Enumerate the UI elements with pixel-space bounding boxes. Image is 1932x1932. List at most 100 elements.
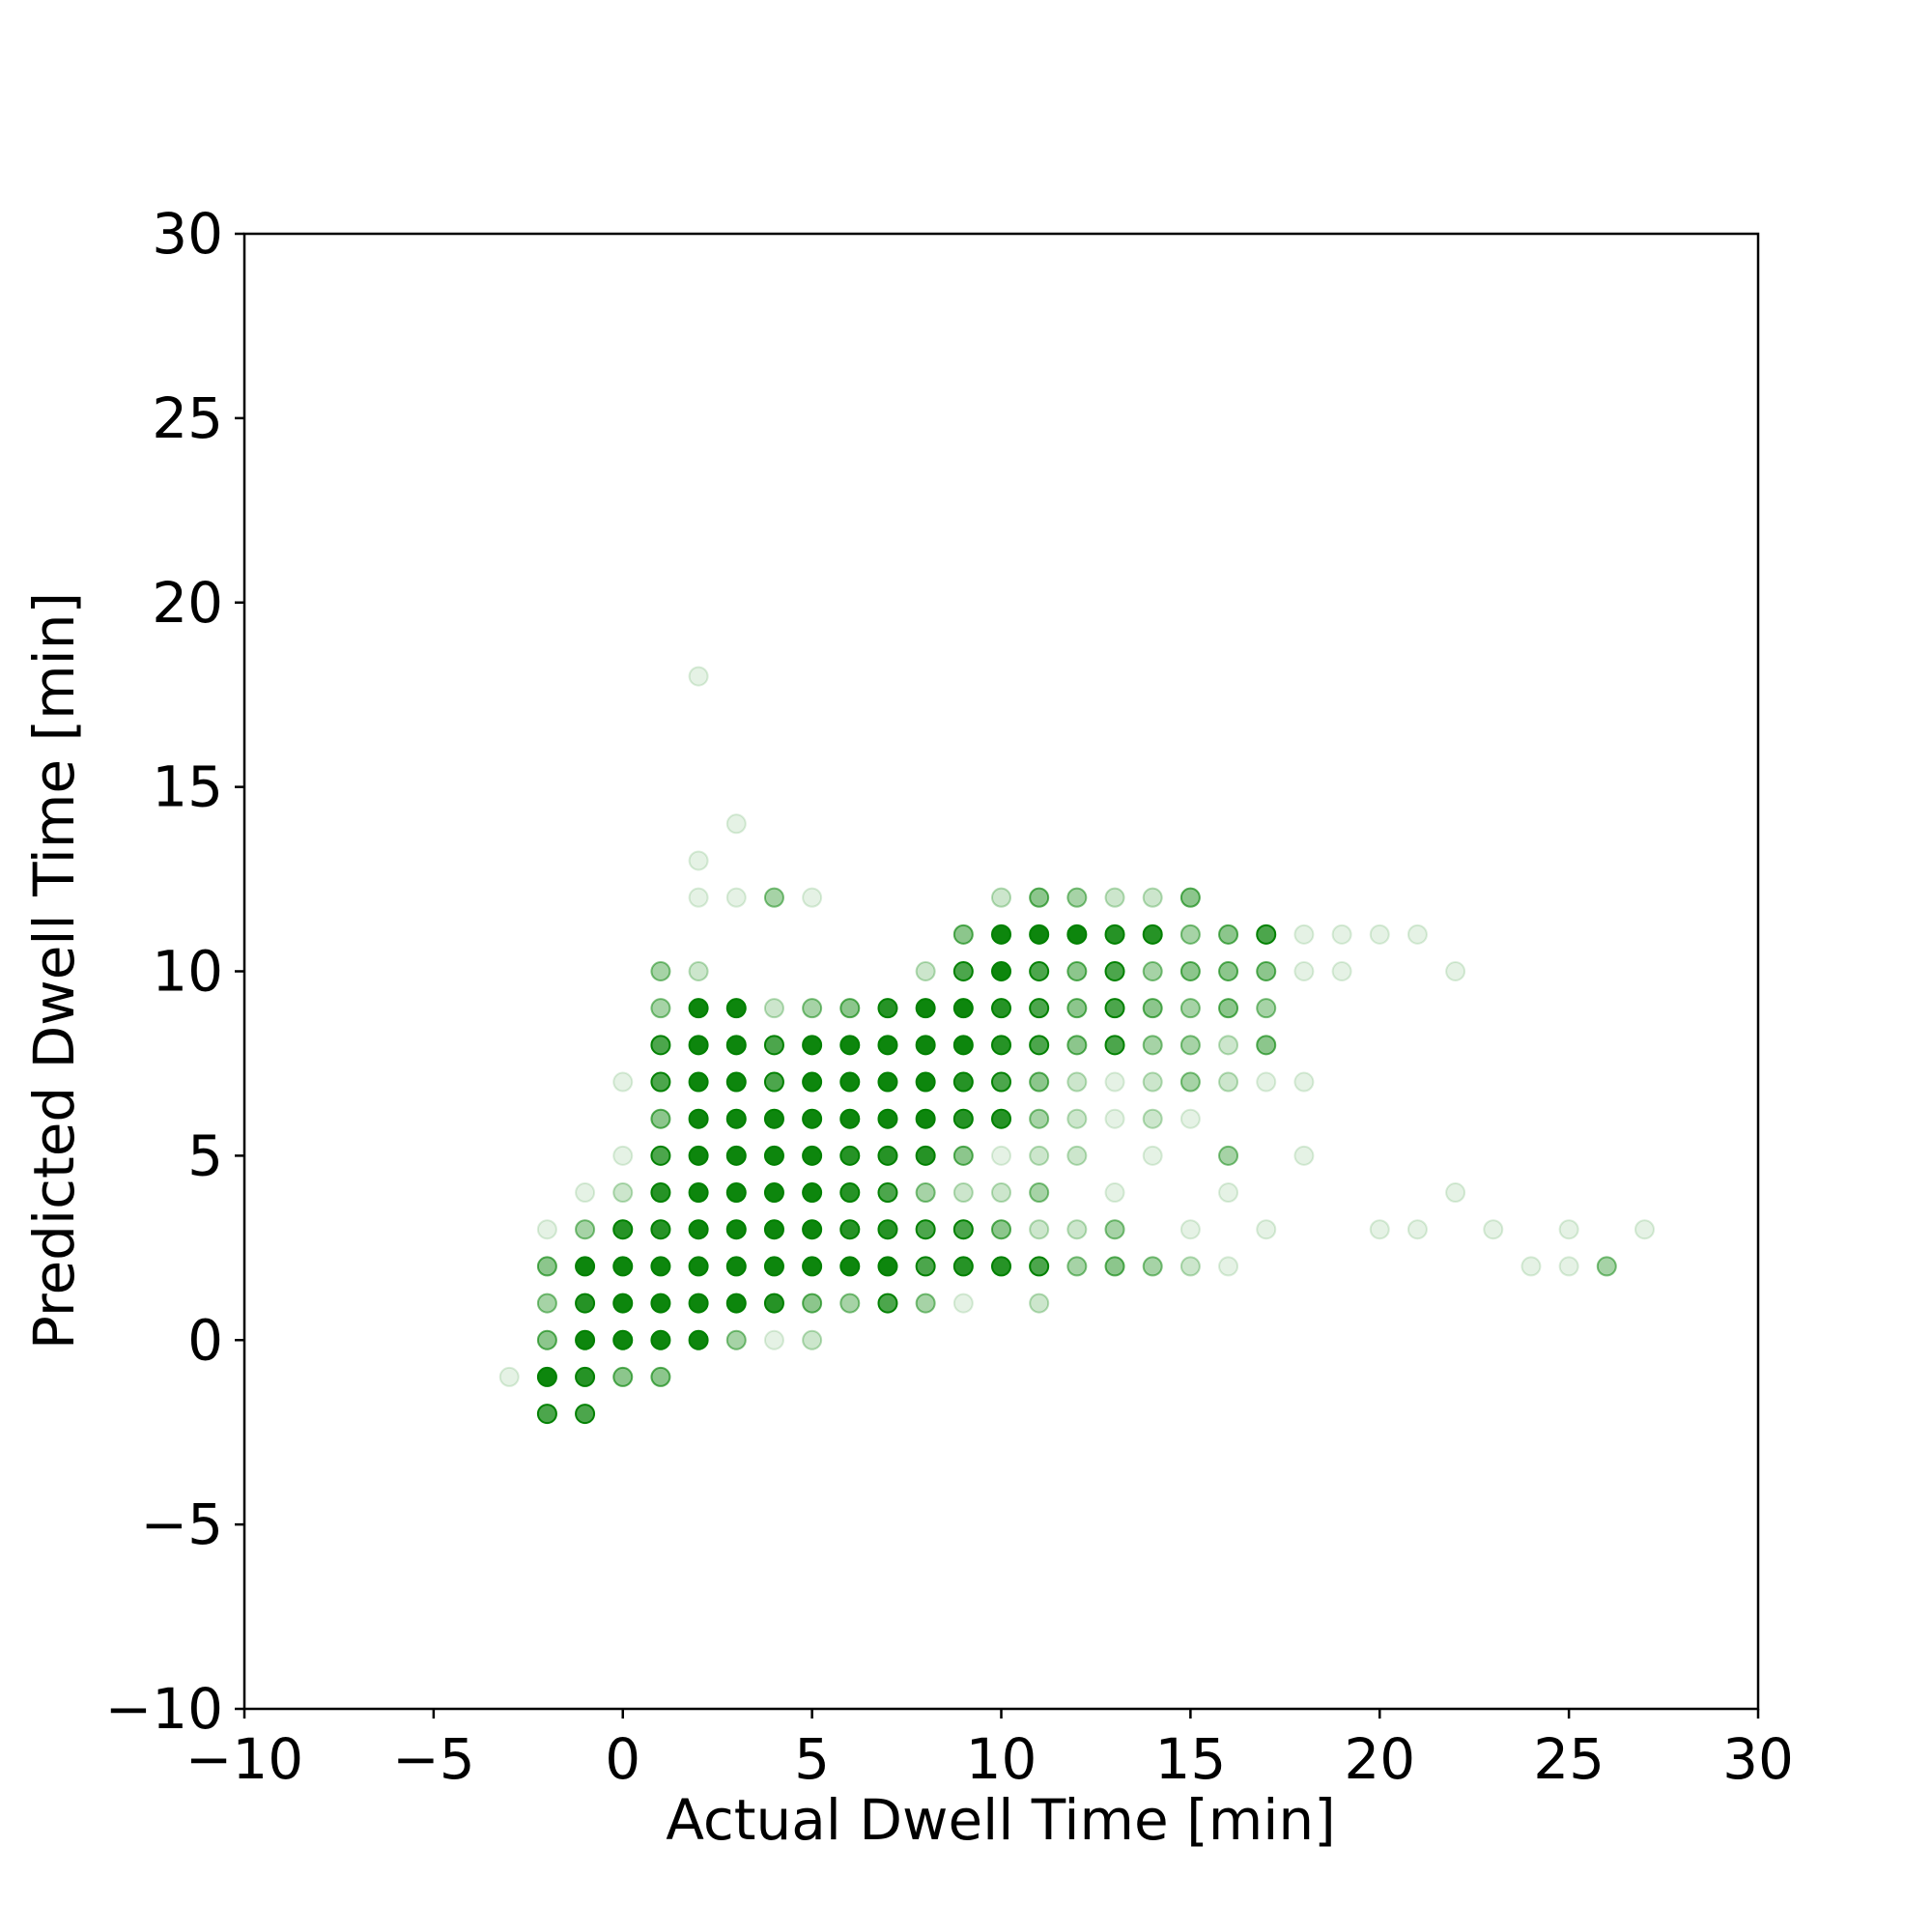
data-point	[725, 1219, 747, 1240]
data-point	[612, 1219, 634, 1240]
y-tick-label: −10	[105, 1676, 223, 1742]
data-point	[1029, 998, 1050, 1019]
data-point	[688, 666, 709, 687]
data-point	[1104, 1182, 1125, 1204]
data-point	[802, 1145, 823, 1166]
data-point	[1293, 961, 1315, 981]
data-point	[650, 1108, 671, 1129]
data-point	[1179, 1108, 1201, 1129]
data-point	[725, 887, 747, 908]
data-point	[725, 1329, 747, 1350]
data-point	[1066, 1035, 1088, 1056]
data-point	[575, 1404, 596, 1425]
y-tick-label: 15	[152, 754, 223, 820]
data-point	[1142, 1035, 1163, 1056]
data-point	[688, 1219, 709, 1240]
x-tick-label: 15	[1154, 1726, 1226, 1792]
data-point	[725, 1035, 747, 1056]
data-point	[802, 1071, 823, 1093]
data-point	[1293, 1145, 1315, 1166]
data-point	[1066, 1256, 1088, 1277]
data-point	[1104, 1108, 1125, 1129]
data-point	[1029, 1219, 1050, 1240]
data-point	[1218, 1182, 1239, 1204]
data-point	[536, 1293, 557, 1314]
data-point	[1104, 961, 1125, 981]
data-point	[688, 1329, 709, 1350]
data-point	[1142, 887, 1163, 908]
data-point	[952, 1108, 974, 1129]
y-tick-label: 20	[152, 570, 223, 636]
data-point	[1104, 923, 1125, 945]
data-point	[1218, 923, 1239, 945]
data-point	[763, 998, 784, 1019]
data-point	[1483, 1219, 1504, 1240]
data-point	[1179, 1071, 1201, 1093]
data-point	[1142, 961, 1163, 981]
data-point	[688, 850, 709, 871]
data-point	[802, 1219, 823, 1240]
data-point	[839, 1145, 861, 1166]
data-point	[802, 1182, 823, 1204]
data-point	[952, 923, 974, 945]
data-point	[688, 887, 709, 908]
data-point	[1218, 961, 1239, 981]
data-point	[536, 1256, 557, 1277]
data-point	[725, 1145, 747, 1166]
data-point	[1558, 1219, 1579, 1240]
data-point	[877, 1145, 898, 1166]
data-point	[688, 1071, 709, 1093]
data-point	[1066, 961, 1088, 981]
data-point	[802, 1108, 823, 1129]
data-point	[1558, 1256, 1579, 1277]
data-point	[915, 1071, 936, 1093]
data-point	[991, 1071, 1011, 1093]
data-point	[802, 1293, 823, 1314]
data-point	[802, 1329, 823, 1350]
data-point	[1029, 1145, 1050, 1166]
data-point	[877, 1256, 898, 1277]
data-point	[498, 1366, 520, 1387]
data-point	[1029, 923, 1050, 945]
data-point	[575, 1256, 596, 1277]
data-point	[763, 1256, 784, 1277]
data-point	[915, 1035, 936, 1056]
data-point	[763, 1329, 784, 1350]
data-point	[575, 1366, 596, 1387]
data-point	[612, 1182, 634, 1204]
data-point	[839, 1182, 861, 1204]
data-point	[612, 1366, 634, 1387]
data-point	[1104, 998, 1125, 1019]
x-tick-label: 10	[966, 1726, 1037, 1792]
x-axis: −10 −5 0 5 10 15 20 25 30	[185, 1709, 1794, 1792]
data-point	[915, 1256, 936, 1277]
data-point	[1520, 1256, 1542, 1277]
data-point	[1179, 887, 1201, 908]
data-point	[688, 1145, 709, 1166]
data-point	[763, 1071, 784, 1093]
data-point	[688, 998, 709, 1019]
x-tick-label: 0	[605, 1726, 640, 1792]
data-point	[612, 1293, 634, 1314]
data-point	[1142, 1071, 1163, 1093]
data-point	[952, 998, 974, 1019]
data-point	[1104, 1035, 1125, 1056]
data-point	[1104, 887, 1125, 908]
data-point	[1179, 1256, 1201, 1277]
data-point	[763, 1145, 784, 1166]
data-point	[650, 1071, 671, 1093]
data-point	[1256, 923, 1277, 945]
y-tick-label: 25	[152, 385, 223, 451]
data-point	[991, 961, 1011, 981]
data-point	[1029, 1182, 1050, 1204]
data-point	[688, 1108, 709, 1129]
x-tick-label: −5	[392, 1726, 475, 1792]
data-point	[688, 1182, 709, 1204]
data-point	[763, 1219, 784, 1240]
data-point	[877, 998, 898, 1019]
x-tick-label: 5	[794, 1726, 830, 1792]
data-point	[991, 998, 1011, 1019]
data-point	[991, 1256, 1011, 1277]
data-point	[650, 998, 671, 1019]
data-point	[952, 1071, 974, 1093]
